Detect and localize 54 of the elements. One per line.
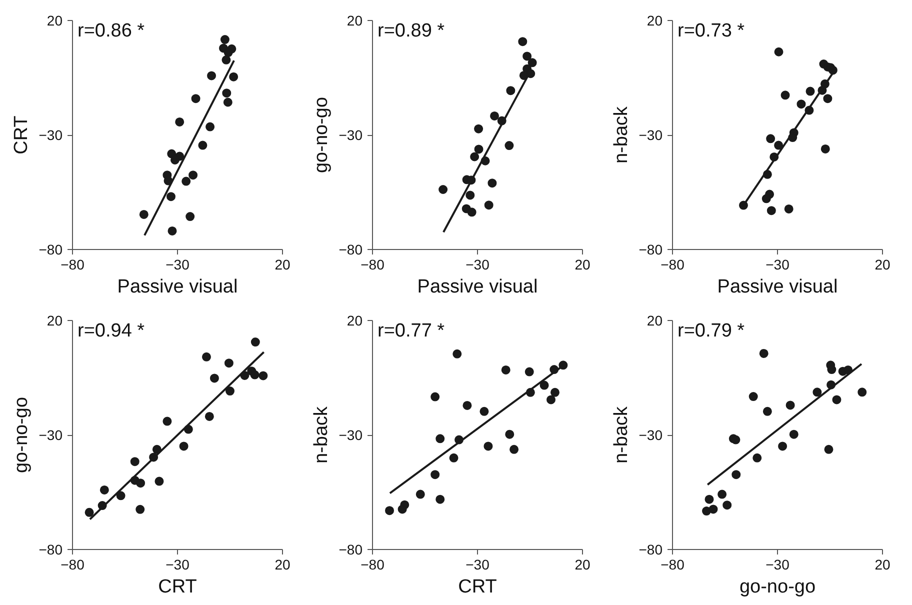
- y-tick-label: 20: [46, 312, 63, 328]
- y-axis-title: n-back: [610, 406, 632, 464]
- y-tick-label: −80: [38, 542, 63, 558]
- y-tick-label: −80: [38, 242, 63, 258]
- annotation: r=0.94 *: [78, 320, 146, 342]
- y-tick-label: −30: [638, 127, 663, 143]
- x-tick-label: −80: [660, 256, 685, 272]
- x-tick-label: −30: [766, 556, 790, 572]
- x-tick-label: 20: [574, 556, 590, 572]
- x-tick-label: −80: [660, 556, 685, 572]
- y-tick-label: −80: [638, 542, 663, 558]
- y-tick-label: −30: [338, 127, 363, 143]
- x-tick-label: −80: [360, 256, 385, 272]
- y-tick-label: −30: [38, 127, 63, 143]
- annotation: r=0.77 *: [378, 320, 446, 342]
- y-axis-title: n-back: [610, 106, 632, 164]
- annotation: r=0.73 *: [678, 20, 746, 42]
- y-tick-label: −80: [338, 242, 363, 258]
- annotation: r=0.86 *: [78, 20, 146, 42]
- y-tick-label: 20: [346, 312, 363, 328]
- annotation: r=0.79 *: [678, 320, 746, 342]
- y-axis-title: go-no-go: [310, 96, 332, 174]
- x-tick-label: −80: [60, 556, 85, 572]
- y-tick-label: −30: [638, 427, 663, 443]
- y-tick-label: 20: [646, 12, 663, 28]
- y-tick-label: −30: [38, 427, 63, 443]
- x-tick-label: −30: [466, 556, 490, 572]
- x-tick-label: 20: [574, 256, 590, 272]
- x-axis-title: Passive visual: [717, 276, 838, 298]
- y-axis-title: n-back: [310, 406, 332, 464]
- y-tick-label: 20: [646, 312, 663, 328]
- x-axis-title: go-no-go: [739, 576, 816, 598]
- x-tick-label: 20: [274, 256, 290, 272]
- y-tick-label: −80: [638, 242, 663, 258]
- x-tick-label: 20: [874, 256, 890, 272]
- y-tick-label: −30: [338, 427, 363, 443]
- x-axis-title: CRT: [458, 576, 498, 598]
- annotation: r=0.89 *: [378, 20, 446, 42]
- x-tick-label: −30: [466, 256, 490, 272]
- x-tick-label: 20: [274, 556, 290, 572]
- x-tick-label: −80: [360, 556, 385, 572]
- x-tick-label: −30: [766, 256, 790, 272]
- y-axis-title: CRT: [10, 115, 32, 154]
- y-tick-label: 20: [346, 12, 363, 28]
- y-axis-title: go-no-go: [10, 396, 32, 474]
- x-axis-title: Passive visual: [117, 276, 238, 298]
- x-tick-label: −30: [166, 556, 190, 572]
- x-tick-label: −80: [60, 256, 85, 272]
- x-tick-label: 20: [874, 556, 890, 572]
- x-axis-title: CRT: [158, 576, 198, 598]
- y-tick-label: 20: [46, 12, 63, 28]
- y-tick-label: −80: [338, 542, 363, 558]
- x-axis-title: Passive visual: [417, 276, 538, 298]
- x-tick-label: −30: [166, 256, 190, 272]
